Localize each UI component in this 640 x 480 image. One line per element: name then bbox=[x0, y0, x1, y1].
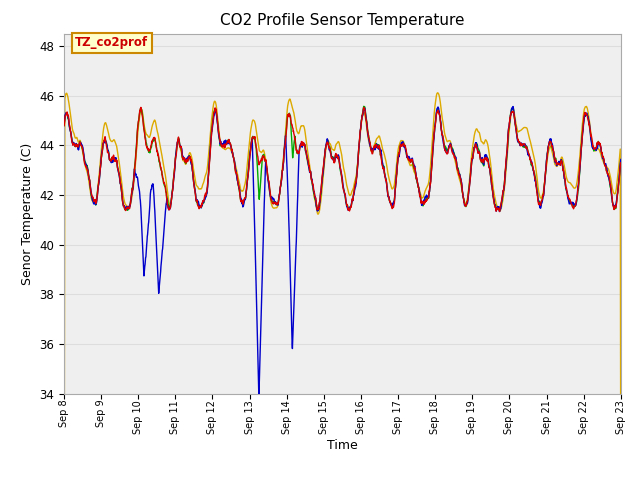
Y-axis label: Senor Temperature (C): Senor Temperature (C) bbox=[20, 143, 34, 285]
Temp 1.8m bbox=[331, 157, 339, 163]
Temp 1.8m bbox=[601, 162, 609, 168]
Temp 23.5m bbox=[434, 90, 442, 96]
Temp 6.0m bbox=[316, 199, 324, 204]
Line: Temp 0.35m: Temp 0.35m bbox=[64, 108, 621, 212]
Temp 6.0m bbox=[499, 190, 507, 195]
Temp 1.8m bbox=[316, 195, 324, 201]
Temp 1.8m bbox=[88, 197, 96, 203]
Temp 23.5m bbox=[601, 162, 609, 168]
Temp 6.0m bbox=[331, 156, 339, 162]
Temp 23.5m bbox=[601, 163, 609, 168]
Line: Temp 1.8m: Temp 1.8m bbox=[64, 107, 621, 395]
Temp 6.0m bbox=[496, 208, 504, 214]
Temp 6.0m bbox=[602, 162, 609, 168]
Temp 1.8m bbox=[602, 162, 609, 168]
Temp 1.8m bbox=[60, 121, 68, 127]
Temp 6.0m bbox=[360, 104, 367, 109]
Title: CO2 Profile Sensor Temperature: CO2 Profile Sensor Temperature bbox=[220, 13, 465, 28]
Temp 23.5m bbox=[331, 146, 339, 152]
Temp 6.0m bbox=[88, 196, 96, 202]
Line: Temp 6.0m: Temp 6.0m bbox=[64, 107, 621, 211]
Temp 6.0m bbox=[617, 158, 625, 164]
Temp 23.5m bbox=[499, 198, 506, 204]
Temp 0.35m bbox=[496, 209, 504, 215]
Temp 0.35m bbox=[601, 163, 609, 169]
Temp 0.35m bbox=[602, 164, 609, 169]
Temp 23.5m bbox=[88, 198, 96, 204]
Temp 1.8m bbox=[499, 192, 506, 198]
Temp 1.8m bbox=[509, 104, 517, 109]
Temp 0.35m bbox=[60, 123, 68, 129]
Temp 6.0m bbox=[60, 122, 68, 128]
Temp 23.5m bbox=[316, 204, 324, 210]
Line: Temp 23.5m: Temp 23.5m bbox=[64, 93, 621, 480]
Temp 0.35m bbox=[88, 194, 96, 200]
Temp 1.8m bbox=[255, 392, 263, 397]
Temp 1.8m bbox=[617, 156, 625, 162]
X-axis label: Time: Time bbox=[327, 439, 358, 453]
Temp 6.0m bbox=[601, 162, 609, 168]
Temp 0.35m bbox=[331, 159, 339, 165]
Temp 0.35m bbox=[617, 160, 625, 166]
Temp 0.35m bbox=[360, 105, 368, 110]
Temp 0.35m bbox=[316, 197, 324, 203]
Temp 0.35m bbox=[499, 188, 507, 194]
Text: TZ_co2prof: TZ_co2prof bbox=[75, 36, 148, 49]
